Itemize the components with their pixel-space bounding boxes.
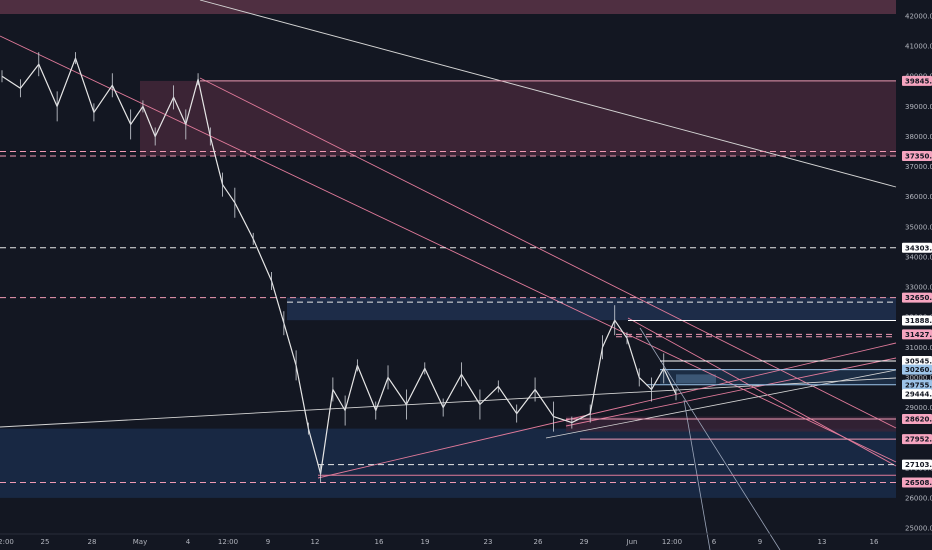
x-tick-label: 19 [421, 538, 430, 546]
x-tick-label: 29 [580, 538, 589, 546]
x-tick-label: 9 [758, 538, 762, 546]
position-box [676, 374, 716, 384]
price-tag-label: 27952.1 [905, 436, 932, 444]
y-tick-label: 35000.0 [905, 223, 932, 231]
x-tick-label: 13 [818, 538, 827, 546]
trendline-1 [0, 35, 897, 463]
y-tick-label: 36000.0 [905, 193, 932, 201]
x-tick-label: 12 [311, 538, 320, 546]
y-tick-label: 41000.0 [905, 43, 932, 51]
y-tick-label: 42000.0 [905, 13, 932, 21]
price-tag-bg [902, 389, 932, 400]
price-tag-label: 31888.0 [905, 317, 932, 325]
price-tag-bg [902, 329, 932, 340]
price-tag-bg [902, 75, 932, 86]
price-tag-bg [902, 364, 932, 375]
price-tag-label: 39845.0 [905, 77, 932, 85]
x-tick-label: 23 [484, 538, 493, 546]
supply-zone-upper [140, 80, 896, 157]
price-tag-bg [902, 355, 932, 366]
trendline-7 [545, 369, 897, 439]
price-tag: 31888.0 [902, 315, 932, 326]
price-tag: 32650.0 [902, 292, 932, 303]
x-tick-label: 16 [375, 538, 384, 546]
price-tag-label: 30545.1 [905, 357, 932, 365]
price-tag: 28620.0 [902, 413, 932, 424]
trendline-5 [317, 342, 897, 479]
price-tag-label: 32650.0 [905, 294, 932, 302]
price-tag-label: 28620.0 [905, 415, 932, 423]
y-tick-label: 39000.0 [905, 103, 932, 111]
price-tag-bg [902, 379, 932, 390]
price-tag-label: 34303.7 [905, 244, 932, 252]
y-tick-label: 38000.0 [905, 133, 932, 141]
x-tick-label: 6 [712, 538, 717, 546]
x-tick-label: 4 [186, 538, 191, 546]
x-tick-label: 16 [870, 538, 879, 546]
trendline-4 [0, 377, 897, 428]
top-supply-zone [0, 0, 896, 14]
price-tag: 29755.0 [902, 379, 932, 390]
x-tick-label: 25 [41, 538, 50, 546]
y-tick-label: 25000.0 [905, 525, 932, 533]
price-tag-bg [902, 292, 932, 303]
price-tag: 39845.0 [902, 75, 932, 86]
y-tick-label: 37000.0 [905, 163, 932, 171]
price-tag-bg [902, 315, 932, 326]
x-tick-label: 2:00 [0, 538, 14, 546]
price-tag-label: 37350.0 [905, 153, 932, 161]
y-tick-label: 30000.0 [905, 374, 932, 382]
y-tick-label: 33000.0 [905, 284, 932, 292]
price-tag: 29444.2 [902, 389, 932, 400]
trendline-8 [627, 317, 897, 467]
y-axis-panel [898, 0, 932, 534]
demand-zone-lower [0, 428, 896, 498]
price-tag-bg [902, 477, 932, 488]
price-tag-bg [902, 242, 932, 253]
price-tag-label: 26508.9 [905, 479, 932, 487]
price-tag-label: 29755.0 [905, 381, 932, 389]
y-tick-label: 26000.0 [905, 494, 932, 502]
price-tag-label: 29444.2 [905, 391, 932, 399]
price-tag-label: 30260.0 [905, 366, 932, 374]
price-tag: 26508.9 [902, 477, 932, 488]
price-tag: 37350.0 [902, 151, 932, 162]
x-tick-label: 28 [88, 538, 97, 546]
price-tag: 27952.1 [902, 434, 932, 445]
x-tick-label: 9 [266, 538, 270, 546]
price-tag-bg [902, 434, 932, 445]
price-tag-label: 27103.1 [905, 461, 932, 469]
price-tag-bg [902, 459, 932, 470]
x-tick-label: 26 [534, 538, 543, 546]
price-tag-bg [902, 413, 932, 424]
x-tick-label: 12:00 [662, 538, 682, 546]
price-tag: 31427.5 [902, 329, 932, 340]
price-tag: 30545.1 [902, 355, 932, 366]
price-tag: 27103.1 [902, 459, 932, 470]
demand-zone-mid [287, 297, 896, 321]
price-tag: 30260.0 [902, 364, 932, 375]
price-tag-bg [902, 151, 932, 162]
y-tick-label: 34000.0 [905, 253, 932, 261]
x-tick-label: Jun [626, 538, 638, 546]
y-tick-label: 29000.0 [905, 404, 932, 412]
x-tick-label: May [133, 538, 147, 546]
y-tick-label: 31000.0 [905, 344, 932, 352]
x-tick-label: 12:00 [218, 538, 238, 546]
price-tag-label: 31427.5 [905, 331, 932, 339]
price-tag: 34303.7 [902, 242, 932, 253]
